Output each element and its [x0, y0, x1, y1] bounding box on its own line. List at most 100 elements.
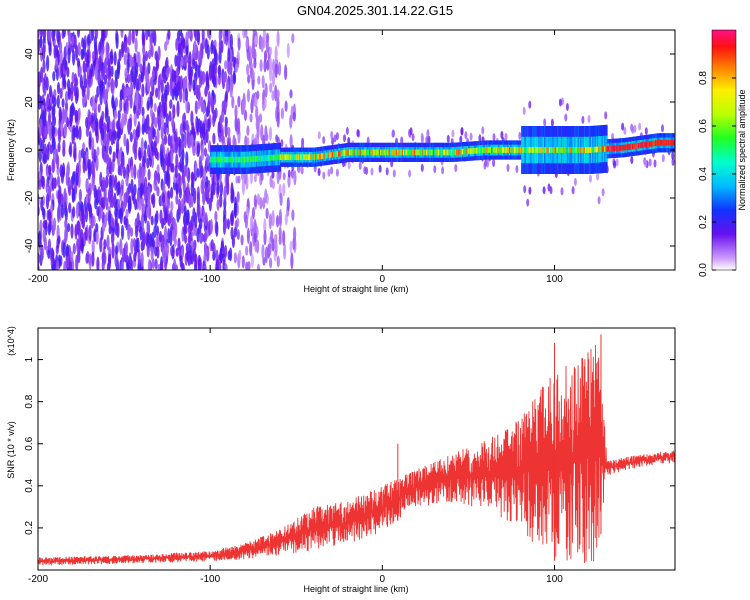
spectrogram-cell: [303, 154, 306, 161]
colorbar-tick-label: 0.4: [698, 167, 709, 181]
spectrogram-cell: [566, 147, 570, 153]
spectrogram-cell: [483, 147, 486, 154]
spectrogram-cell: [167, 213, 171, 227]
spectrogram-cell: [522, 106, 526, 115]
spectrogram-cell: [125, 174, 129, 187]
spectrogram-cell: [114, 97, 118, 108]
spectrogram-cell: [595, 146, 598, 153]
spectrogram-cell: [46, 54, 50, 72]
spectrogram-cell: [212, 112, 216, 128]
spectrogram-cell: [340, 150, 343, 157]
spectrogram-cell: [74, 110, 79, 125]
spectrogram-cell: [427, 135, 431, 144]
spectrogram-cell: [401, 149, 404, 156]
spectrogram-cell: [417, 149, 420, 156]
spectrogram-cell: [96, 146, 100, 157]
spectrogram-cell: [587, 147, 590, 153]
spectrogram-cell: [121, 155, 125, 170]
spectrogram-cell: [170, 200, 174, 212]
spectrogram-cell: [644, 141, 647, 148]
spectrogram-cell: [278, 226, 282, 240]
spectrogram-cell: [526, 198, 530, 207]
spectrogram-cell: [249, 156, 253, 163]
spectrogram-cell: [236, 156, 239, 163]
spectrogram-cell: [596, 172, 600, 181]
spectrogram-cell: [575, 147, 578, 153]
spectrogram-cell: [533, 147, 536, 153]
spectrogram-cell: [126, 138, 130, 156]
spectrogram-cell: [393, 149, 396, 156]
spectrogram-cell: [90, 160, 95, 175]
spectrogram-cell: [40, 196, 44, 212]
spectrogram-cell: [319, 153, 322, 160]
spectrogram-cell: [525, 147, 529, 153]
spectrogram-cell: [350, 149, 353, 156]
spectrogram-cell: [204, 84, 209, 96]
spectrogram-cell: [57, 189, 61, 205]
spectrogram-cell: [604, 146, 607, 152]
spectrogram-cell: [205, 176, 209, 188]
spectrogram-cell: [41, 124, 45, 138]
spectrogram-cell: [229, 156, 232, 163]
spectrogram-cell: [147, 144, 151, 158]
spectrogram-cell: [159, 209, 163, 224]
spectrogram-cell: [147, 30, 151, 38]
spectrogram-cell: [621, 144, 624, 151]
spectrogram-cell: [109, 121, 113, 132]
spectrogram-cell: [212, 242, 216, 260]
spectrogram-cell: [518, 147, 521, 153]
spectrogram-cell: [43, 125, 48, 139]
spectrogram-cell: [259, 197, 263, 210]
spectrogram-cell: [81, 48, 85, 60]
spectrogram-cell: [444, 149, 447, 156]
spectrogram-cell: [242, 156, 245, 163]
spectrogram-cell: [233, 156, 236, 163]
spectrogram-cell: [80, 148, 85, 159]
spectrogram-cell: [94, 120, 98, 137]
spectrogram-cell: [573, 177, 577, 186]
spectrogram-cell: [256, 193, 260, 206]
spectrogram-cell: [613, 160, 617, 169]
spectrogram-cell: [650, 141, 653, 147]
spectrogram-cell: [435, 149, 438, 156]
spectrogram-cell: [229, 33, 233, 50]
spectrogram-cell: [185, 119, 189, 132]
spectrogram-cell: [235, 63, 239, 73]
spectrogram-cell: [366, 136, 370, 145]
spectrogram-cell: [199, 52, 203, 66]
spectrogram-cell: [290, 154, 294, 161]
spectrogram-cell: [240, 156, 243, 163]
spectrogram-cell: [142, 32, 146, 50]
spectrogram-cell: [377, 149, 380, 156]
spectrogram-cell: [512, 147, 515, 153]
spectrogram-cell: [268, 126, 273, 141]
spectrogram-cell: [543, 118, 547, 127]
spectrogram-cell: [71, 71, 75, 84]
spectrogram-cell: [130, 227, 134, 237]
spectrogram-cell: [282, 154, 285, 161]
spectrogram-cell: [586, 147, 589, 153]
spectrogram-cell: [519, 147, 523, 153]
spectrogram-cell: [408, 169, 412, 178]
spectrogram-cell: [155, 87, 159, 98]
spectrogram-cell: [107, 188, 112, 203]
spectrogram-cell: [262, 30, 267, 42]
spectrogram-cell: [257, 155, 260, 162]
spectrogram-cell: [116, 222, 120, 238]
y-tick-label: 0.8: [24, 394, 35, 408]
spectrogram-cell: [657, 140, 660, 146]
spectrogram-cell: [264, 155, 267, 162]
spectrogram-cell: [394, 149, 397, 156]
spectrogram-cell: [441, 149, 444, 156]
spectrogram-cell: [469, 148, 472, 155]
spectrogram-cell: [125, 208, 129, 219]
spectrogram-cell: [181, 149, 185, 161]
spectrogram-cell: [630, 156, 634, 165]
spectrogram-cell: [227, 126, 231, 137]
spectrogram-cell: [93, 35, 97, 50]
spectrogram-cell: [322, 171, 326, 180]
spectrogram-cell: [85, 178, 89, 190]
spectrogram-cell: [597, 146, 600, 153]
spectrogram-cell: [629, 143, 632, 150]
spectrogram-cell: [356, 129, 360, 137]
